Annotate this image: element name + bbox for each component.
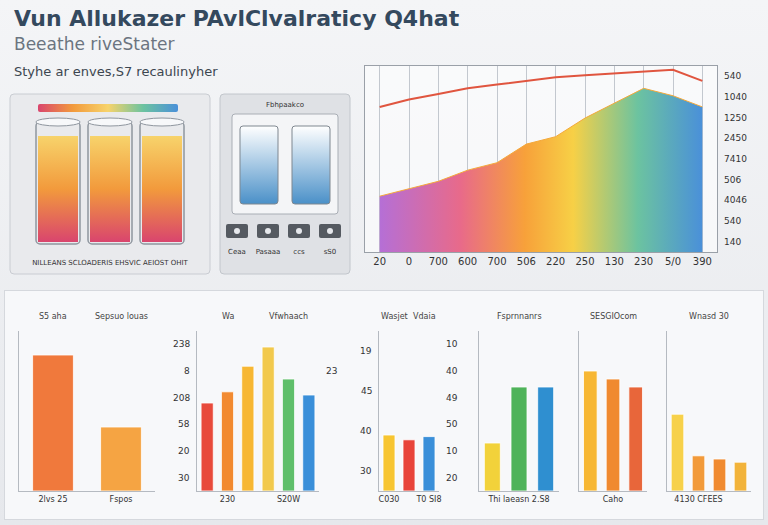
- svg-text:208: 208: [173, 393, 190, 403]
- svg-text:0: 0: [406, 256, 412, 267]
- svg-text:19: 19: [360, 346, 372, 356]
- svg-text:C030: C030: [379, 495, 400, 504]
- svg-text:40: 40: [446, 366, 458, 376]
- svg-text:5/0: 5/0: [665, 256, 681, 267]
- svg-text:S5 aha: S5 aha: [39, 312, 67, 321]
- svg-text:Thi laeasn 2.S8: Thi laeasn 2.S8: [487, 495, 549, 504]
- svg-text:2450: 2450: [724, 133, 747, 143]
- svg-text:506: 506: [517, 256, 536, 267]
- svg-text:230: 230: [634, 256, 653, 267]
- svg-text:506: 506: [724, 175, 741, 185]
- svg-text:Wasjet: Wasjet: [381, 312, 408, 321]
- svg-text:Fspos: Fspos: [110, 495, 133, 504]
- html-text:Vun Allukazer PAvlClvalraticy: Vun Allukazer PAvlClvalraticy Q4hat: [14, 6, 460, 31]
- svg-text:540: 540: [724, 71, 741, 81]
- svg-text:4046: 4046: [724, 195, 747, 205]
- svg-text:Caho: Caho: [603, 495, 624, 504]
- svg-text:238: 238: [173, 339, 190, 349]
- svg-text:Sepsuo louas: Sepsuo louas: [95, 312, 148, 321]
- svg-text:20: 20: [373, 256, 386, 267]
- svg-text:23: 23: [326, 366, 337, 376]
- svg-text:SESGIOcom: SESGIOcom: [590, 312, 637, 321]
- html-text:Beeathe riveStater: Beeathe riveStater: [14, 34, 175, 54]
- svg-text:600: 600: [458, 256, 477, 267]
- svg-text:45: 45: [361, 386, 372, 396]
- svg-text:40: 40: [360, 426, 372, 436]
- svg-text:Fsprnnanrs: Fsprnnanrs: [497, 312, 542, 321]
- svg-text:Wnasd 30: Wnasd 30: [689, 312, 729, 321]
- svg-text:30: 30: [360, 466, 372, 476]
- svg-text:700: 700: [429, 256, 448, 267]
- svg-text:ccs: ccs: [293, 248, 305, 256]
- svg-text:220: 220: [546, 256, 565, 267]
- svg-text:230: 230: [220, 495, 235, 504]
- svg-text:20: 20: [446, 473, 458, 483]
- svg-text:Ceaa: Ceaa: [228, 248, 246, 256]
- svg-text:10: 10: [446, 446, 458, 456]
- svg-text:390: 390: [693, 256, 712, 267]
- svg-text:Pasaaa: Pasaaa: [256, 248, 281, 256]
- svg-text:4130 CFEES: 4130 CFEES: [674, 495, 722, 504]
- svg-text:Fbhpaakco: Fbhpaakco: [266, 101, 304, 109]
- svg-text:58: 58: [178, 419, 190, 429]
- svg-text:540: 540: [724, 216, 741, 226]
- svg-text:30: 30: [178, 473, 190, 483]
- svg-text:Wa: Wa: [222, 312, 234, 321]
- svg-text:8: 8: [184, 366, 190, 376]
- svg-text:1250: 1250: [724, 113, 747, 123]
- svg-text:sS0: sS0: [324, 248, 337, 256]
- svg-text:T0 SI8: T0 SI8: [415, 495, 441, 504]
- svg-text:250: 250: [575, 256, 594, 267]
- svg-text:7410: 7410: [724, 154, 747, 164]
- svg-text:2lvs 25: 2lvs 25: [39, 495, 68, 504]
- svg-text:Vfwhaach: Vfwhaach: [269, 312, 308, 321]
- svg-text:S20W: S20W: [277, 495, 300, 504]
- svg-text:1040: 1040: [724, 92, 747, 102]
- svg-text:140: 140: [724, 237, 741, 247]
- svg-text:10: 10: [446, 339, 458, 349]
- svg-text:700: 700: [487, 256, 506, 267]
- svg-text:NILLEANS SCLOADERIS EHSVIC AEI: NILLEANS SCLOADERIS EHSVIC AEIOST OHIT: [32, 259, 188, 267]
- svg-text:49: 49: [446, 393, 458, 403]
- html-text:Styhe ar enves,S7 recaulinyher: Styhe ar enves,S7 recaulinyher: [14, 64, 218, 79]
- svg-text:130: 130: [605, 256, 624, 267]
- svg-text:Vdaia: Vdaia: [413, 312, 436, 321]
- svg-text:20: 20: [178, 446, 190, 456]
- svg-text:50: 50: [446, 419, 458, 429]
